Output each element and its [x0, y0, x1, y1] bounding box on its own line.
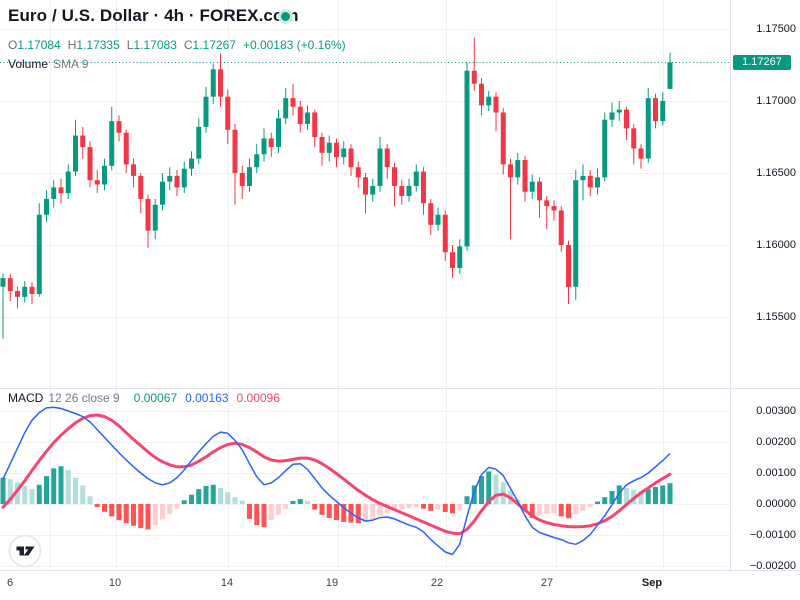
macd-tick: 0.00200: [756, 436, 796, 448]
macd-axis[interactable]: 0.00300 0.00200 0.00100 0.00000 −0.00100 −0.0…: [731, 389, 800, 572]
open-label: O: [8, 38, 18, 52]
time-tick: 27: [540, 577, 554, 589]
time-tick: 22: [430, 577, 444, 589]
time-tick: 10: [108, 577, 122, 589]
time-tick: 19: [325, 577, 339, 589]
open-value: 1.17084: [17, 38, 61, 52]
time-tick: 14: [220, 577, 234, 589]
price-tick: 1.15500: [756, 311, 796, 323]
volume-indicator-row: Volume SMA 9: [8, 57, 88, 71]
volume-indicator-label[interactable]: Volume: [8, 57, 49, 71]
macd-signal-value: 0.00096: [236, 391, 280, 405]
tradingview-logo-icon: [8, 534, 42, 568]
ohlc-readout: O1.17084 H1.17335 L1.17083 C1.17267 +0.00183…: [8, 38, 353, 52]
high-value: 1.17335: [76, 38, 120, 52]
close-label: C: [183, 38, 193, 52]
last-price-badge: 1.17267: [733, 55, 791, 71]
macd-indicator-row: MACD 12 26 close 9 0.00067 0.00163 0.00096: [8, 391, 280, 405]
close-value: 1.17267: [192, 38, 236, 52]
macd-tick: −0.00100: [749, 529, 796, 541]
macd-tick: −0.00200: [749, 560, 796, 572]
market-status-icon[interactable]: [278, 9, 293, 24]
price-tick: 1.17500: [756, 23, 796, 35]
price-tick: 1.16000: [756, 239, 796, 251]
macd-tick: 0.00100: [756, 467, 796, 479]
change-value: +0.00183 (+0.16%): [242, 38, 346, 52]
macd-tick: 0.00000: [756, 498, 796, 510]
macd-tick: 0.00300: [756, 405, 796, 417]
price-tick: 1.17000: [756, 95, 796, 107]
price-axis[interactable]: 1.17267 1.17500 1.17000 1.16500 1.16000 1.15…: [731, 0, 800, 388]
macd-hist-value: 0.00067: [133, 391, 178, 405]
low-value: 1.17083: [133, 38, 177, 52]
macd-params-label: 12 26 close 9: [48, 391, 120, 405]
high-label: H: [67, 38, 77, 52]
macd-line-value: 0.00163: [185, 391, 229, 405]
symbol-title[interactable]: Euro / U.S. Dollar · 4h · FOREX.com: [8, 6, 299, 25]
volume-sma-label: SMA 9: [53, 57, 89, 71]
macd-indicator-label[interactable]: MACD: [8, 391, 44, 405]
time-tick: Sep: [641, 577, 663, 589]
time-tick: 6: [6, 577, 14, 589]
low-label: L: [126, 38, 134, 52]
price-tick: 1.16500: [756, 167, 796, 179]
time-axis[interactable]: 6 10 14 19 22 27 Sep: [0, 571, 800, 600]
